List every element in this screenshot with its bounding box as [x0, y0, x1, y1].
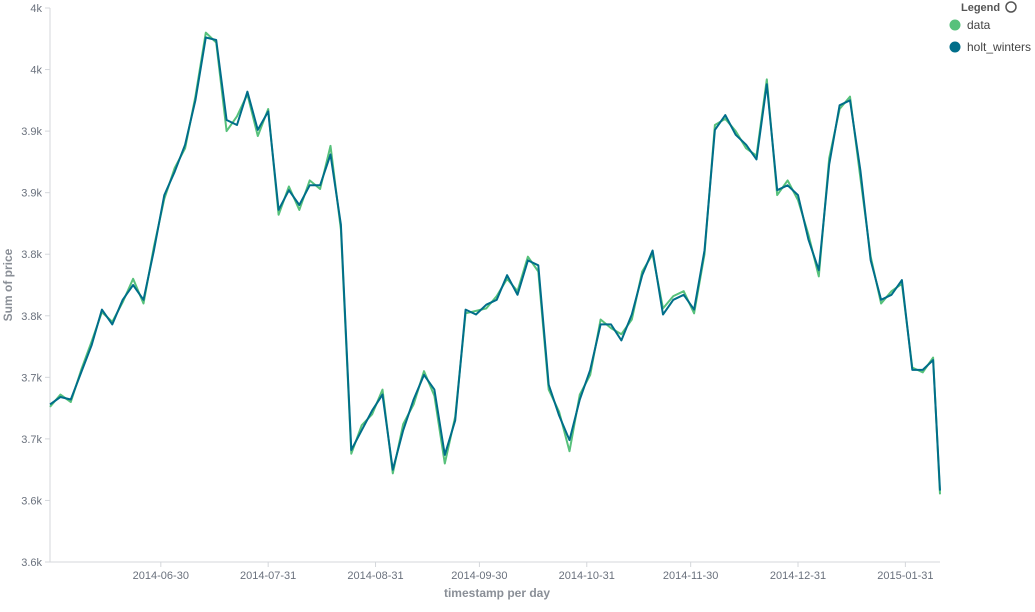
y-axis-title: Sum of price [1, 248, 15, 321]
y-tick-label: 3.6k [21, 495, 42, 507]
x-axis-title: timestamp per day [444, 586, 550, 600]
x-tick-label: 2014-06-30 [133, 570, 189, 582]
y-tick-label: 3.8k [21, 249, 42, 261]
x-tick-label: 2014-11-30 [663, 570, 718, 582]
legend-item[interactable]: data [949, 18, 991, 32]
x-tick-label: 2015-01-31 [877, 570, 933, 582]
y-tick-label: 3.9k [21, 126, 42, 138]
x-tick-label: 2014-12-31 [770, 570, 826, 582]
x-tick-label: 2014-10-31 [559, 570, 615, 582]
legend-swatch [949, 41, 961, 53]
legend-swatch [949, 19, 961, 31]
y-tick-label: 3.9k [21, 188, 42, 200]
series-line [49, 36, 941, 491]
legend-toggle-icon[interactable] [1005, 1, 1017, 13]
y-tick-label: 3.7k [21, 372, 42, 384]
legend-title[interactable]: Legend [961, 2, 1000, 14]
y-tick-label: 3.8k [21, 311, 42, 323]
y-tick-label: 4k [30, 3, 42, 15]
x-tick-label: 2014-09-30 [451, 570, 507, 582]
x-tick-label: 2014-07-31 [240, 570, 296, 582]
x-tick-label: 2014-08-31 [347, 570, 403, 582]
y-tick-label: 3.7k [21, 434, 42, 446]
legend: Legend [961, 1, 1017, 14]
legend-label: holt_winters [967, 40, 1031, 54]
y-tick-label: 4k [30, 65, 42, 77]
legend-label: data [967, 18, 991, 32]
legend-item[interactable]: holt_winters [949, 40, 1032, 54]
y-tick-label: 3.6k [21, 557, 42, 569]
series-line [49, 31, 941, 495]
